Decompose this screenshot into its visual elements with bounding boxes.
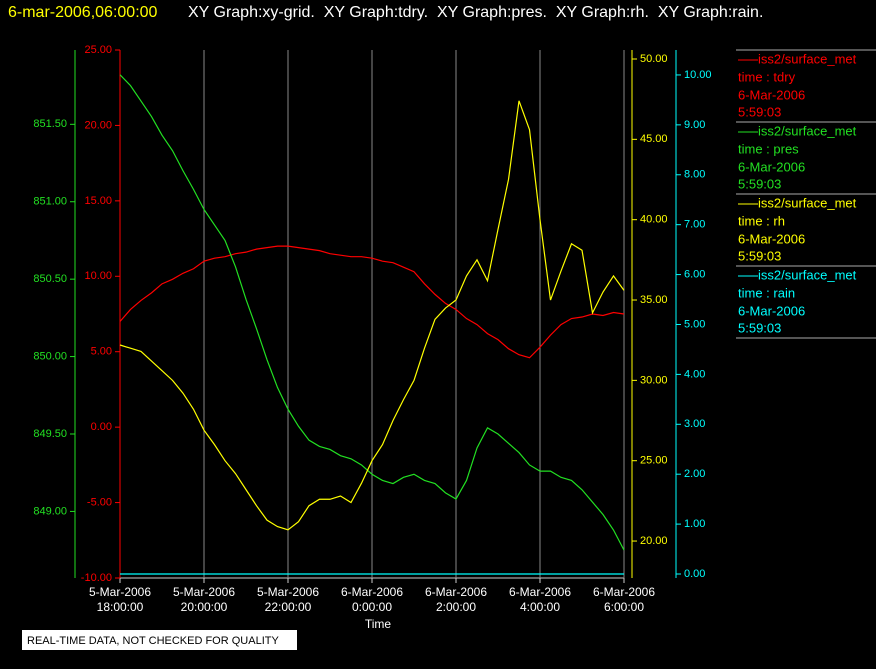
y-tick-label: 25.00 <box>640 455 668 467</box>
y-tick-label: 4.00 <box>684 368 705 380</box>
y-tick-label: 25.00 <box>84 44 112 56</box>
x-tick-label: 0:00:00 <box>352 600 392 614</box>
y-tick-label: 849.00 <box>33 505 67 517</box>
x-tick-label: 6:00:00 <box>604 600 644 614</box>
x-tick-label: 5-Mar-2006 <box>89 585 151 599</box>
y-tick-label: 35.00 <box>640 294 668 306</box>
series-line <box>119 74 625 551</box>
y-tick-label: 2.00 <box>684 468 705 480</box>
legend-date: 6-Mar-2006 <box>738 87 805 102</box>
y-tick-label: 8.00 <box>684 169 705 181</box>
x-tick-label: 5-Mar-2006 <box>173 585 235 599</box>
timestamp: 6-mar-2006,06:00:00 <box>8 4 158 21</box>
x-tick-label: 20:00:00 <box>181 600 228 614</box>
y-tick-label: -10.00 <box>81 572 112 584</box>
y-tick-label: 30.00 <box>640 374 668 386</box>
x-axis-label: Time <box>365 617 392 631</box>
y-tick-label: 1.00 <box>684 518 705 530</box>
note: REAL-TIME DATA, NOT CHECKED FOR QUALITY <box>27 635 279 647</box>
legend-time: 5:59:03 <box>738 104 781 119</box>
legend-name: iss2/surface_met <box>758 51 857 66</box>
y-tick-label: 5.00 <box>684 318 705 330</box>
legend-name: iss2/surface_met <box>758 195 857 210</box>
y-tick-label: 50.00 <box>640 53 668 65</box>
y-tick-label: 10.00 <box>84 270 112 282</box>
legend-name: iss2/surface_met <box>758 123 857 138</box>
legend-date: 6-Mar-2006 <box>738 159 805 174</box>
y-tick-label: 20.00 <box>84 119 112 131</box>
y-tick-label: 851.50 <box>33 118 67 130</box>
note-box <box>22 630 297 650</box>
legend-time: 5:59:03 <box>738 320 781 335</box>
y-tick-label: 9.00 <box>684 119 705 131</box>
legend-time: 5:59:03 <box>738 176 781 191</box>
y-tick-label: 10.00 <box>684 69 712 81</box>
legend-time: 5:59:03 <box>738 248 781 263</box>
legend-name: iss2/surface_met <box>758 267 857 282</box>
chart-title: XY Graph:xy-grid. XY Graph:tdry. XY Grap… <box>188 4 763 21</box>
x-tick-label: 2:00:00 <box>436 600 476 614</box>
series-line <box>119 245 625 359</box>
y-tick-label: 849.50 <box>33 428 67 440</box>
y-tick-label: 5.00 <box>91 346 112 358</box>
x-tick-label: 18:00:00 <box>97 600 144 614</box>
series-line <box>119 100 625 531</box>
x-tick-label: 6-Mar-2006 <box>425 585 487 599</box>
legend-field: time : rain <box>738 285 795 300</box>
legend-field: time : tdry <box>738 69 796 84</box>
y-tick-label: 0.00 <box>684 568 705 580</box>
x-tick-label: 6-Mar-2006 <box>509 585 571 599</box>
x-tick-label: 4:00:00 <box>520 600 560 614</box>
legend-date: 6-Mar-2006 <box>738 231 805 246</box>
y-tick-label: 40.00 <box>640 214 668 226</box>
y-tick-label: 3.00 <box>684 418 705 430</box>
legend-date: 6-Mar-2006 <box>738 303 805 318</box>
x-tick-label: 5-Mar-2006 <box>257 585 319 599</box>
legend-field: time : pres <box>738 141 799 156</box>
y-tick-label: 7.00 <box>684 219 705 231</box>
y-tick-label: 15.00 <box>84 195 112 207</box>
y-tick-label: 0.00 <box>91 421 112 433</box>
y-tick-label: 20.00 <box>640 535 668 547</box>
y-tick-label: -5.00 <box>87 496 112 508</box>
y-tick-label: 45.00 <box>640 133 668 145</box>
y-tick-label: 850.00 <box>33 350 67 362</box>
x-tick-label: 6-Mar-2006 <box>593 585 655 599</box>
x-tick-label: 6-Mar-2006 <box>341 585 403 599</box>
y-tick-label: 850.50 <box>33 273 67 285</box>
y-tick-label: 851.00 <box>33 196 67 208</box>
y-tick-label: 6.00 <box>684 268 705 280</box>
x-tick-label: 22:00:00 <box>265 600 312 614</box>
legend-field: time : rh <box>738 213 785 228</box>
